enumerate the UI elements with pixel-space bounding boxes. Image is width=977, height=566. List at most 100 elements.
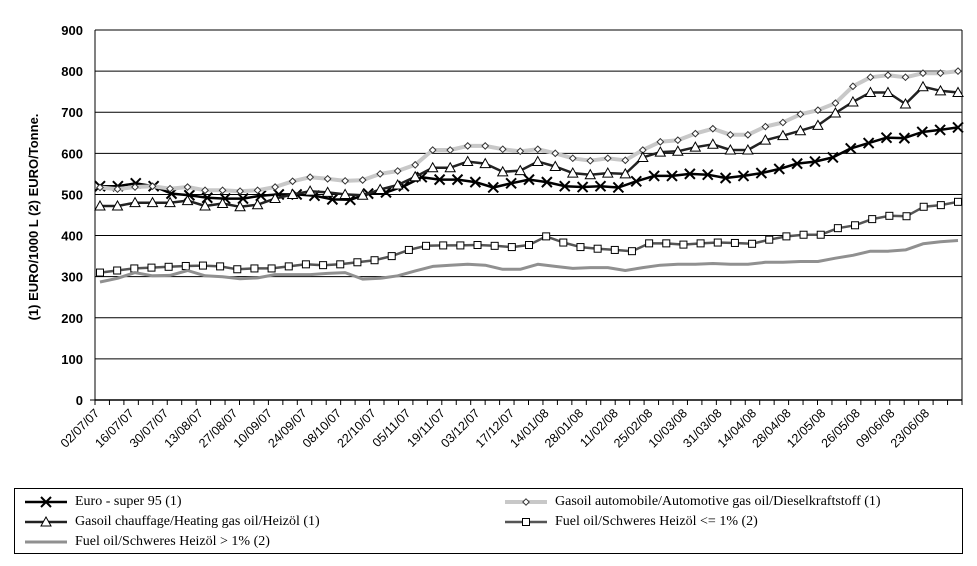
data-point [884, 71, 892, 80]
data-point [40, 515, 52, 527]
legend-item: Euro - super 95 (1) [23, 492, 182, 512]
legend-label: Gasoil chauffage/Heating gas oil/Heizöl … [75, 514, 320, 529]
data-point [673, 136, 682, 145]
data-point [916, 126, 928, 138]
data-point [743, 130, 752, 139]
data-point [522, 518, 530, 526]
data-point [433, 173, 446, 186]
data-point [487, 181, 499, 194]
data-point [148, 182, 157, 191]
data-point [696, 239, 705, 248]
data-point [737, 170, 750, 182]
data-point [444, 161, 457, 173]
data-point [917, 80, 929, 92]
series-line [99, 239, 959, 284]
data-point [829, 107, 842, 118]
data-point [218, 186, 227, 195]
data-point [773, 163, 785, 175]
data-point [426, 161, 439, 173]
data-point [919, 202, 928, 211]
data-point [341, 176, 350, 185]
data-point [778, 118, 787, 127]
data-point [284, 262, 293, 271]
data-point [719, 172, 732, 184]
data-point [113, 266, 122, 275]
data-point [816, 230, 825, 239]
data-point [339, 188, 351, 199]
y-tick-label: 0 [76, 393, 83, 408]
data-point [473, 241, 482, 250]
data-point [393, 167, 402, 175]
y-axis-title: (1) EURO/1000 L (2) EURO/Tonne. [26, 114, 41, 321]
data-point [201, 192, 213, 204]
data-point [181, 261, 190, 270]
data-point [654, 146, 667, 157]
data-point [901, 73, 910, 82]
legend-label: Fuel oil/Schweres Heizöl <= 1% (2) [555, 514, 758, 529]
data-point [742, 144, 754, 155]
data-point [656, 137, 665, 146]
data-point [866, 73, 875, 82]
data-point [799, 230, 808, 239]
data-point [336, 260, 345, 269]
data-point [505, 177, 517, 190]
data-point [304, 185, 316, 196]
data-point [885, 211, 894, 220]
data-point [612, 181, 625, 194]
y-tick-label: 300 [61, 270, 83, 285]
data-point [253, 186, 262, 195]
data-point [666, 170, 678, 182]
data-point [936, 69, 945, 78]
data-point [40, 496, 52, 508]
data-point [531, 155, 544, 167]
data-point [898, 132, 911, 144]
data-point [845, 142, 857, 155]
data-point [954, 197, 962, 206]
data-point [827, 151, 839, 164]
data-point [267, 264, 276, 273]
data-point [882, 86, 894, 97]
data-point [730, 238, 739, 247]
data-point [724, 144, 737, 155]
data-point [761, 122, 770, 131]
data-point [584, 168, 597, 180]
data-point [234, 200, 246, 212]
data-point [507, 243, 516, 252]
data-point [862, 137, 875, 149]
legend-item: Gasoil chauffage/Heating gas oil/Heizöl … [23, 512, 320, 532]
data-point [864, 86, 877, 97]
data-point [684, 168, 696, 180]
x-tick-label: 28/01/08 [542, 406, 586, 450]
data-point [130, 264, 139, 273]
data-point [812, 119, 824, 130]
y-tick-label: 500 [61, 187, 83, 202]
data-point [630, 175, 642, 187]
legend-swatch [505, 518, 547, 526]
data-point [251, 198, 264, 210]
data-point [748, 239, 757, 248]
series-5 [99, 239, 959, 284]
data-point [129, 196, 141, 208]
y-tick-label: 200 [61, 311, 83, 326]
data-point [952, 121, 964, 134]
data-point [777, 129, 789, 141]
data-point [902, 212, 911, 221]
x-axis: 02/07/0716/07/0730/07/0713/08/0727/08/07… [58, 399, 963, 451]
data-point [490, 241, 499, 250]
data-point [610, 245, 619, 254]
data-point [387, 252, 396, 261]
legend: Euro - super 95 (1) Gasoil automobile/Aut… [14, 488, 963, 554]
legend-item: Fuel oil/Schweres Heizöl > 1% (2) [23, 532, 270, 552]
data-point [411, 160, 420, 169]
data-point [708, 124, 717, 133]
data-point [428, 146, 437, 154]
data-point [627, 247, 636, 256]
data-point [199, 199, 211, 211]
y-tick-label: 400 [61, 229, 83, 244]
data-point [451, 173, 464, 186]
data-point [111, 199, 124, 211]
legend-swatch [25, 496, 67, 508]
data-point [648, 170, 660, 182]
legend-swatch [505, 498, 547, 506]
data-point [593, 244, 602, 253]
